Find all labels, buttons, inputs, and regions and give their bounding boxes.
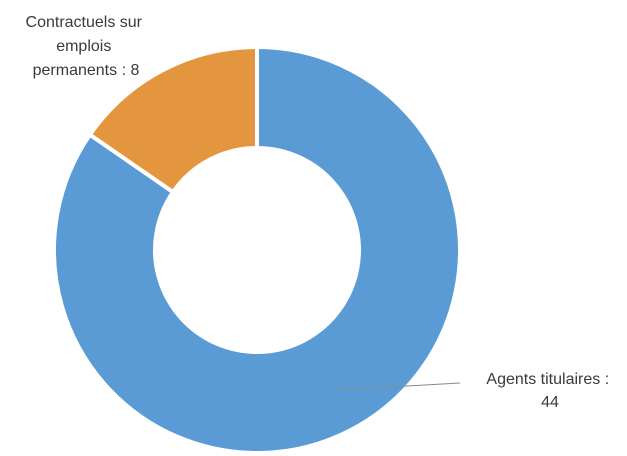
slice-label-line: Agents titulaires : — [486, 371, 609, 388]
donut-slice-1 — [87, 45, 259, 195]
slice-label-contractuels: Contractuels sur emplois permanents : 8 — [26, 14, 147, 79]
slice-label-line: Contractuels sur — [26, 14, 143, 31]
leader-line-agents-titulaires — [335, 382, 461, 391]
slice-label-value: 44 — [541, 394, 559, 411]
slice-label-line: emplois — [56, 38, 111, 55]
slice-label-agents-titulaires: Agents titulaires : 44 — [486, 371, 613, 411]
slice-label-value: permanents : 8 — [33, 62, 140, 79]
donut-slices — [52, 45, 462, 455]
donut-slice-0 — [52, 45, 462, 455]
